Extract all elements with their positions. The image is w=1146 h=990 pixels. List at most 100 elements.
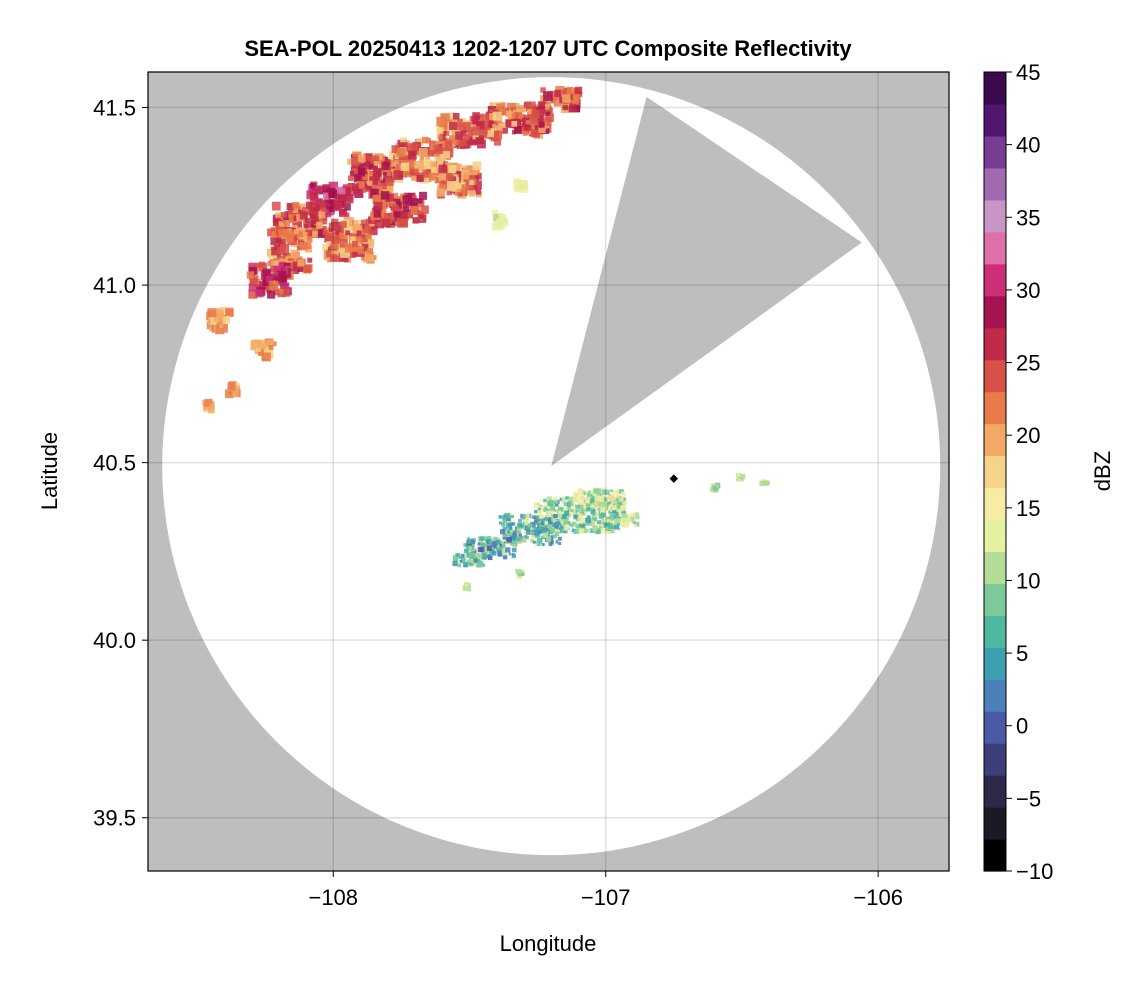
echo-north	[468, 136, 478, 146]
echo-south	[540, 499, 544, 503]
echo-north	[339, 248, 350, 258]
echo-north	[513, 126, 522, 134]
echo-north	[278, 288, 284, 294]
echo-south	[520, 572, 525, 577]
echo-north	[271, 201, 281, 211]
colorbar-tick-label: 30	[1016, 278, 1040, 303]
echo-south	[570, 505, 575, 510]
echo-north	[434, 153, 443, 162]
colorbar-tick-label: 45	[1016, 60, 1040, 85]
echo-north	[288, 214, 298, 223]
colorbar-segment	[984, 775, 1006, 808]
blocked-sector	[551, 96, 862, 467]
echo-north	[206, 321, 215, 330]
echo-south	[617, 496, 623, 502]
echo-south	[712, 485, 717, 490]
colorbar-segment	[984, 359, 1006, 393]
echo-south	[574, 504, 580, 510]
echo-north	[364, 161, 373, 170]
echo-south	[593, 511, 599, 518]
echo-north	[458, 192, 463, 197]
echo-north	[408, 150, 417, 160]
echo-south	[561, 523, 565, 526]
echo-south	[735, 478, 739, 482]
echo-north	[490, 132, 500, 142]
colorbar-segment	[984, 807, 1006, 840]
echo-south	[482, 552, 487, 557]
echo-north	[419, 214, 424, 220]
echo-north	[518, 180, 528, 190]
echo-south	[545, 511, 550, 516]
echo-south	[601, 507, 607, 513]
echo-south	[533, 502, 540, 508]
echo-north	[311, 231, 318, 238]
echo-south	[541, 543, 545, 547]
echo-north	[358, 163, 365, 170]
echo-south	[572, 509, 576, 514]
echo-north	[496, 103, 503, 110]
echo-south	[498, 515, 503, 519]
echo-north	[255, 289, 264, 297]
echo-north	[436, 127, 444, 135]
echo-south	[511, 522, 516, 526]
echo-north	[423, 159, 433, 169]
echo-south	[548, 517, 553, 522]
echo-north	[454, 169, 460, 175]
echo-south	[563, 519, 568, 525]
echo-south	[611, 504, 617, 510]
echo-north	[568, 104, 577, 113]
echo-north	[365, 184, 373, 192]
echo-south	[609, 513, 613, 517]
echo-north	[309, 195, 319, 205]
echo-north	[227, 382, 236, 391]
echo-south	[593, 488, 599, 494]
echo-north	[270, 226, 280, 236]
echo-south	[592, 502, 596, 505]
echo-south	[486, 545, 493, 551]
colorbar-segment	[984, 487, 1006, 521]
echo-south	[611, 493, 615, 497]
echo-north	[354, 183, 359, 188]
echo-south	[590, 518, 595, 524]
echo-north	[396, 217, 407, 228]
echo-south	[576, 495, 580, 499]
echo-north	[344, 243, 354, 253]
echo-north	[400, 137, 407, 144]
echo-north	[545, 111, 551, 116]
echo-south	[517, 538, 521, 542]
colorbar-tick-label: 10	[1016, 568, 1040, 593]
echo-north	[291, 261, 301, 271]
echo-south	[532, 540, 536, 544]
echo-north	[383, 172, 393, 182]
plot-frame	[147, 71, 950, 872]
echo-south	[588, 490, 591, 494]
echo-south	[579, 522, 585, 528]
echo-north	[313, 227, 320, 235]
echo-north	[475, 189, 481, 195]
echo-south	[606, 496, 612, 501]
echo-south	[603, 494, 606, 497]
echo-north	[469, 172, 476, 180]
echo-north	[469, 180, 475, 186]
echo-south	[599, 496, 603, 499]
echo-north	[543, 91, 553, 102]
colorbar-segment	[984, 135, 1006, 169]
echo-north	[416, 175, 424, 183]
echo-north	[277, 238, 282, 244]
colorbar-tick-label: 35	[1016, 205, 1040, 230]
echo-north	[267, 228, 276, 237]
echo-north	[322, 244, 329, 251]
echo-north	[297, 231, 304, 238]
echo-south	[549, 499, 555, 505]
echo-north	[272, 217, 282, 227]
echo-north	[562, 89, 570, 97]
echo-south	[540, 521, 544, 526]
echo-north	[299, 242, 308, 251]
echo-north	[259, 281, 268, 290]
echo-south	[571, 509, 574, 512]
echo-north	[278, 228, 287, 238]
echo-south	[618, 513, 623, 517]
echo-south	[532, 515, 536, 519]
echo-south	[548, 542, 553, 547]
echo-north	[385, 185, 391, 191]
